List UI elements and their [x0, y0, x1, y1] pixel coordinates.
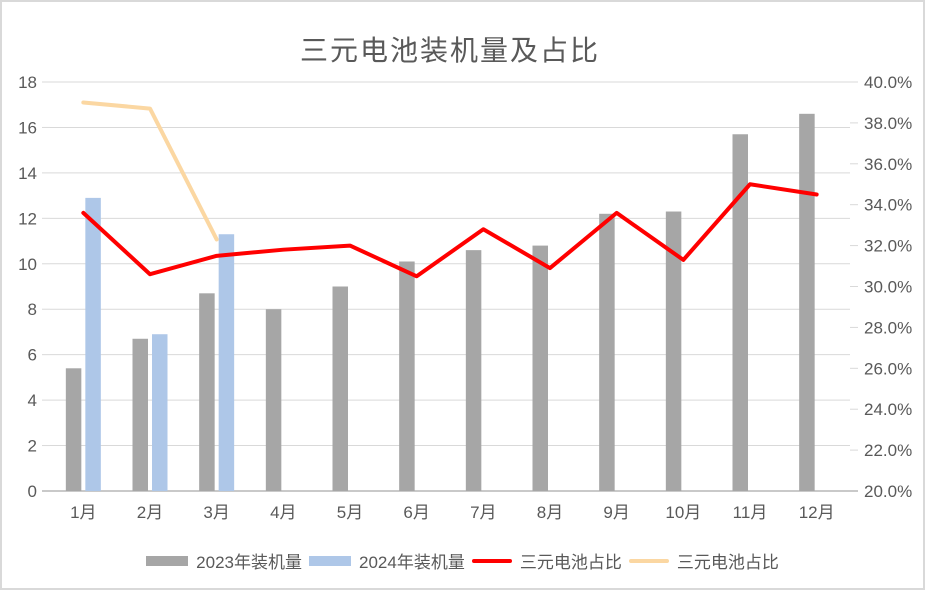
- legend-label-bars-2023: 2023年装机量: [196, 553, 302, 572]
- bar-bars-2023: [199, 293, 215, 491]
- line-share-line-red: [81, 182, 819, 279]
- left-axis-tick-label: 0: [28, 482, 37, 501]
- right-axis-tick-label: 30.0%: [864, 278, 912, 297]
- right-axis-tick-label: 20.0%: [864, 482, 912, 501]
- legend-label-bars-2024: 2024年装机量: [359, 553, 465, 572]
- left-axis-tick-label: 6: [28, 346, 37, 365]
- x-axis-label: 12月: [799, 503, 835, 522]
- bar-bars-2024: [85, 197, 101, 491]
- left-axis-tick-label: 4: [28, 391, 37, 410]
- legend: 2023年装机量 2024年装机量 三元电池占比 三元电池占比: [2, 548, 923, 573]
- right-axis-tick-label: 34.0%: [864, 196, 912, 215]
- legend-item-bars-2023: 2023年装机量: [146, 548, 302, 573]
- right-axis-tick-label: 36.0%: [864, 155, 912, 174]
- left-axis-tick-label: 10: [18, 255, 37, 274]
- chart-title: 三元电池装机量及占比: [299, 35, 600, 66]
- right-axis-tick-label: 22.0%: [864, 441, 912, 460]
- legend-swatch-share-line-red: [471, 558, 512, 563]
- left-axis-tick-label: 18: [18, 73, 37, 92]
- legend-swatch-bars-2024: [309, 555, 351, 566]
- bar-bars-2023: [465, 250, 482, 491]
- bar-bars-2023: [599, 213, 615, 492]
- right-axis-tick-label: 26.0%: [864, 359, 912, 378]
- legend-swatch-share-line-orange: [628, 558, 669, 563]
- legend-item-share-line-red: 三元电池占比: [471, 548, 622, 573]
- x-axis-label: 9月: [603, 503, 629, 522]
- x-axis-label: 7月: [470, 503, 496, 522]
- bar-bars-2023: [799, 113, 815, 492]
- legend-label-share-line-orange: 三元电池占比: [676, 553, 779, 572]
- x-axis-label: 2月: [137, 503, 163, 522]
- left-axis-tick-label: 2: [28, 437, 37, 456]
- left-axis-tick-label: 16: [18, 118, 37, 137]
- bar-bars-2023: [265, 309, 282, 491]
- line-share-line-orange: [81, 100, 219, 242]
- bar-bars-2023: [132, 338, 148, 491]
- left-axis-tick-label: 12: [18, 209, 37, 228]
- bar-bars-2023: [732, 134, 748, 491]
- left-axis-tick-label: 8: [28, 300, 37, 319]
- legend-swatch-bars-2023: [146, 555, 189, 566]
- bar-bars-2024: [218, 234, 235, 491]
- x-axis-label: 8月: [537, 503, 563, 522]
- legend-item-share-line-orange: 三元电池占比: [628, 548, 779, 573]
- x-axis-label: 11月: [733, 503, 768, 522]
- legend-label-share-line-red: 三元电池占比: [519, 553, 622, 572]
- bar-bars-2023: [332, 286, 348, 491]
- x-axis-label: 5月: [337, 503, 363, 522]
- right-axis-tick-label: 40.0%: [864, 73, 912, 92]
- x-axis-label: 3月: [203, 503, 229, 522]
- bar-bars-2023: [399, 261, 415, 491]
- right-axis-tick-label: 32.0%: [864, 237, 912, 256]
- bar-bars-2024: [152, 334, 168, 491]
- bar-bars-2023: [532, 245, 548, 491]
- legend-item-bars-2024: 2024年装机量: [309, 548, 465, 573]
- right-axis-tick-label: 24.0%: [864, 400, 912, 419]
- x-axis-label: 6月: [403, 503, 429, 522]
- x-axis-label: 10月: [665, 503, 701, 522]
- right-axis-tick-label: 28.0%: [864, 318, 912, 337]
- bar-bars-2023: [665, 211, 682, 491]
- bar-bars-2023: [65, 368, 82, 491]
- right-axis-tick-label: 38.0%: [864, 114, 912, 133]
- left-axis-tick-label: 14: [18, 164, 37, 183]
- x-axis-label: 1月: [70, 503, 96, 522]
- x-axis-label: 4月: [270, 503, 296, 522]
